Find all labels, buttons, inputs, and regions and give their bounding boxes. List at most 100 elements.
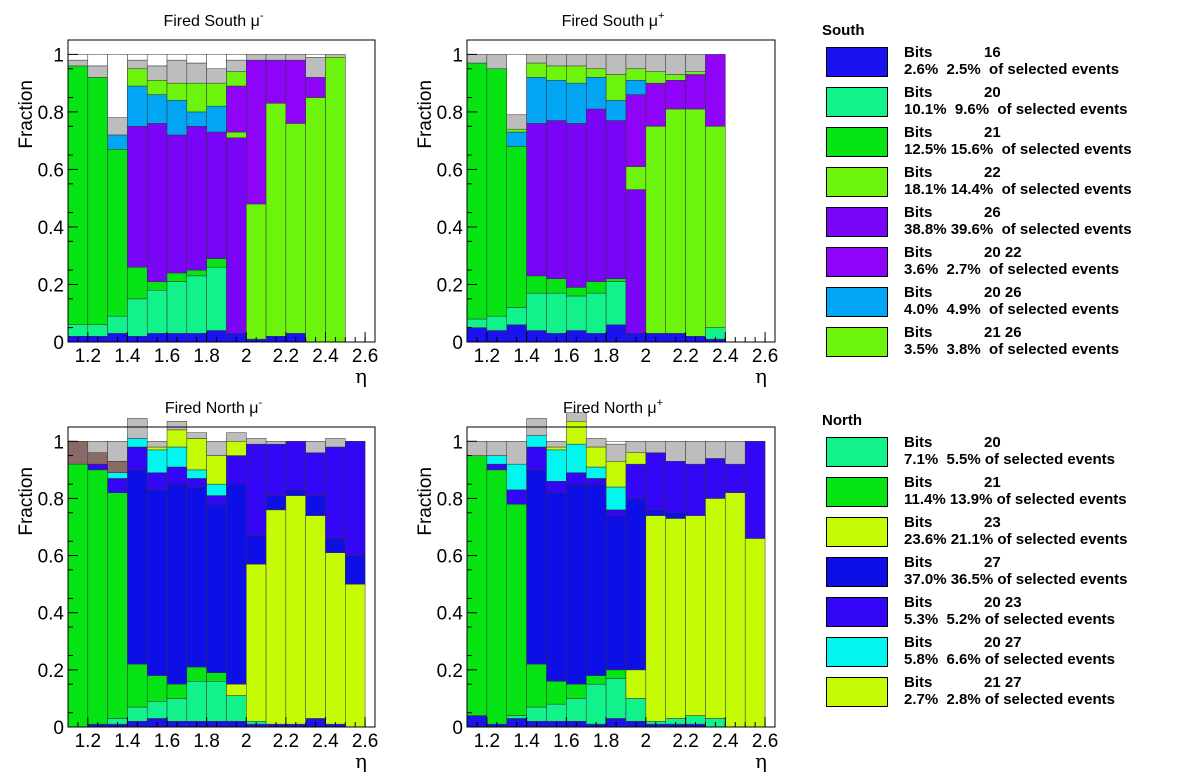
bar-segment (146, 489, 168, 676)
bar-segment (206, 495, 227, 505)
legend-swatch (826, 327, 888, 357)
chart-panel-1: 0 0.2 0.4 0.6 0.8 1 1.2 1.4 1.6 1.8 2 2.2 2.4 2.6η Fra… (16, 10, 378, 388)
bar-segment (526, 62, 547, 78)
bar-segment (625, 54, 647, 70)
bar-segment (645, 452, 666, 511)
bar-segment (665, 441, 686, 462)
x-tick-label: 2 (641, 731, 652, 752)
bar-segment (166, 54, 188, 61)
x-tick-label: 1.4 (114, 346, 141, 367)
bar-segment (107, 134, 128, 150)
bar-segment (685, 441, 706, 465)
legend-bits-line: Bits 20 27 (904, 634, 1022, 651)
x-tick-label: 2.6 (352, 731, 378, 752)
legend-bits-value: 21 (984, 124, 1001, 141)
bar-segment (506, 489, 527, 505)
bar-segment (486, 469, 507, 725)
bar-segment (226, 85, 247, 133)
bar-segment (645, 54, 666, 72)
bar-segment (585, 478, 607, 485)
legend-swatch (826, 437, 888, 467)
y-tick-label: 1 (452, 432, 463, 453)
legend-bits-line: Bits 20 (904, 434, 1001, 451)
bar-segment (566, 443, 587, 473)
legend-bits-value: 20 26 (984, 284, 1022, 301)
legend-fraction-text: 3.5% 3.8% of selected events (904, 341, 1120, 358)
bar-segment (226, 137, 247, 334)
bar-segment (87, 469, 108, 725)
bar-segment (566, 82, 587, 124)
bar-segment (566, 65, 587, 84)
legend-entry: Bits 23 23.6% 21.1% of selected events (822, 514, 1192, 554)
legend-entry: Bits 20 10.1% 9.6% of selected events (822, 84, 1192, 124)
legend-south: South Bits 16 2.6% 2.5% of selected events… (822, 22, 1192, 364)
bar-segment (566, 421, 587, 445)
bar-segment (566, 483, 587, 685)
x-axis-label: η (355, 749, 367, 772)
legend-entry: Bits 20 23 5.3% 5.2% of selected events (822, 594, 1192, 634)
x-tick-label: 2.4 (312, 731, 339, 752)
x-tick-label: 2 (641, 346, 652, 367)
bar-segment (645, 71, 666, 84)
bar-segment (526, 706, 547, 722)
bar-segment (466, 318, 488, 328)
bar-segment (107, 54, 128, 118)
x-tick-label: 1.8 (593, 346, 619, 367)
bar-segment (107, 492, 128, 719)
bar-segment (506, 441, 527, 465)
bar-segment (305, 452, 326, 496)
legend-bits-label: Bits (904, 324, 933, 341)
plot-frame (466, 426, 776, 728)
legend-bits-line: Bits 21 27 (904, 674, 1022, 691)
legend-fraction-text: 10.1% 9.6% of selected events (904, 101, 1128, 118)
bar-segment (87, 452, 108, 465)
bar-segment (665, 80, 686, 110)
x-tick-label: 2.2 (672, 731, 698, 752)
bar-segment (87, 441, 108, 453)
bar-segment (186, 82, 207, 113)
y-tick-label: 0.8 (38, 103, 64, 124)
bar-segment (186, 438, 207, 471)
legend-fraction-text: 2.6% 2.5% of selected events (904, 61, 1120, 78)
bar-segment (546, 54, 567, 67)
bar-segment (625, 441, 647, 453)
legend-bits-line: Bits 26 (904, 204, 1001, 221)
bar-segment (107, 478, 128, 493)
bar-segment (87, 54, 108, 67)
bar-segment (486, 441, 507, 456)
bar-segment (705, 458, 726, 499)
y-axis-label: Fraction (415, 80, 436, 149)
bar-segment (206, 503, 227, 673)
bar-segment (585, 483, 607, 676)
legend-entry: Bits 21 11.4% 13.9% of selected events (822, 474, 1192, 514)
bar-segment (127, 446, 148, 471)
bar-segment (246, 535, 267, 565)
legend-bits-line: Bits 27 (904, 554, 1001, 571)
legend-bits-label: Bits (904, 674, 933, 691)
legend-swatch (826, 247, 888, 277)
bar-segment (265, 509, 287, 725)
bar-segment (186, 469, 207, 479)
legend-bits-value: 20 27 (984, 634, 1022, 651)
y-tick-label: 0.4 (38, 604, 65, 625)
bar-segment (186, 666, 207, 682)
legend-bits-label: Bits (904, 434, 933, 451)
bar-segment (206, 455, 227, 485)
bar-segment (605, 509, 627, 516)
x-axis-label: η (755, 364, 767, 388)
legend-swatch (826, 557, 888, 587)
bar-segment (546, 80, 567, 121)
bar-segment (206, 54, 227, 70)
bar-segment (226, 131, 247, 139)
bar-segment (625, 166, 647, 190)
bar-segment (166, 446, 188, 468)
x-tick-label: 1.4 (114, 731, 141, 752)
bar-segment (226, 71, 247, 87)
bar-segment (325, 438, 346, 448)
bar-segment (585, 683, 607, 725)
bar-segment (546, 681, 567, 705)
bar-segment (705, 498, 726, 719)
bar-segment (186, 432, 207, 439)
bar-segment (685, 71, 706, 75)
bar-segment (186, 486, 207, 668)
